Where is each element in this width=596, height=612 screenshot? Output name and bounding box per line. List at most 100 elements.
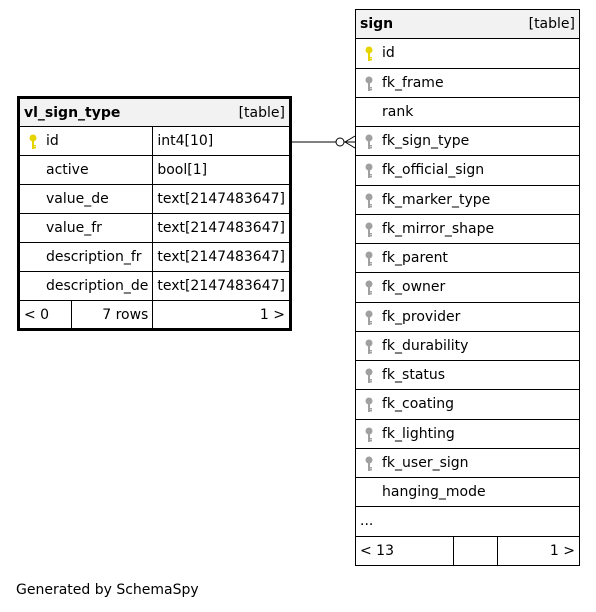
foreign-key-icon	[365, 193, 373, 208]
table-row[interactable]: fk_lighting	[355, 418, 580, 449]
column-name-text: id	[46, 133, 59, 149]
column-name: rank	[355, 96, 580, 128]
column-type: text[2147483647]	[152, 213, 291, 243]
foreign-key-icon	[365, 222, 373, 237]
foreign-key-icon	[365, 397, 373, 413]
table-row[interactable]: value_fr text[2147483647]	[17, 213, 291, 243]
column-name: fk_lighting	[355, 418, 580, 449]
more-columns: ...	[355, 506, 580, 537]
foreign-key-icon	[365, 251, 373, 266]
table-row[interactable]: fk_parent	[355, 242, 580, 274]
table-row[interactable]: fk_sign_type	[355, 125, 580, 157]
table-row[interactable]: fk_provider	[355, 301, 580, 332]
sign-table[interactable]: sign [table] id fk_frame rank fk_sign_type f…	[355, 8, 580, 566]
column-name-text: id	[382, 45, 395, 62]
row-count: 7 rows	[71, 300, 154, 330]
table-kind: [table]	[238, 104, 285, 121]
column-name: fk_mirror_shape	[355, 213, 580, 245]
table-header: vl_sign_type [table]	[18, 97, 291, 127]
column-name-text: active	[46, 162, 89, 178]
column-name: value_fr	[17, 213, 154, 243]
foreign-key-icon	[365, 310, 373, 325]
column-name: fk_status	[355, 359, 580, 391]
primary-key-icon	[365, 46, 373, 62]
table-row[interactable]: description_de text[2147483647]	[17, 271, 291, 301]
column-name: id	[17, 126, 154, 156]
more-columns-row: ...	[355, 506, 580, 537]
parents-count[interactable]: < 0	[17, 300, 73, 330]
column-name: fk_user_sign	[355, 447, 580, 479]
table-row[interactable]: fk_status	[355, 359, 580, 391]
column-name-text: fk_lighting	[382, 425, 455, 442]
column-name-text: value_fr	[46, 220, 102, 236]
column-name: hanging_mode	[355, 476, 580, 508]
foreign-key-icon	[365, 456, 373, 471]
vl-sign-type-table[interactable]: vl_sign_type [table] id int4[10] active boo…	[17, 96, 292, 331]
table-name[interactable]: sign	[360, 16, 394, 33]
column-name-text: fk_frame	[382, 74, 444, 91]
table-footer: < 0 7 rows 1 >	[17, 300, 291, 330]
table-header-cell: sign [table]	[355, 8, 580, 40]
foreign-key-icon	[365, 280, 373, 296]
table-row[interactable]: fk_durability	[355, 330, 580, 362]
table-row[interactable]: fk_user_sign	[355, 447, 580, 479]
column-name: description_de	[17, 271, 154, 301]
foreign-key-icon	[365, 368, 373, 383]
generated-by-label: Generated by SchemaSpy	[16, 582, 199, 598]
column-type: int4[10]	[152, 126, 291, 156]
table-row[interactable]: description_fr text[2147483647]	[17, 242, 291, 272]
column-name: active	[17, 155, 154, 185]
foreign-key-icon	[365, 427, 373, 442]
primary-key-icon	[29, 134, 37, 149]
column-name: fk_sign_type	[355, 125, 580, 157]
column-name: fk_marker_type	[355, 184, 580, 215]
column-name: fk_frame	[355, 67, 580, 98]
column-name-text: rank	[382, 103, 414, 120]
column-name-text: value_de	[46, 191, 109, 207]
column-name-text: fk_mirror_shape	[382, 220, 495, 237]
column-name: description_fr	[17, 242, 154, 272]
column-name: fk_parent	[355, 242, 580, 274]
parents-count[interactable]: < 13	[355, 535, 454, 566]
column-type: text[2147483647]	[152, 184, 291, 214]
column-name-text: fk_coating	[382, 396, 455, 413]
table-header: sign [table]	[355, 8, 580, 40]
table-row[interactable]: fk_official_sign	[355, 155, 580, 186]
children-count[interactable]: 1 >	[497, 535, 580, 566]
foreign-key-icon	[365, 339, 373, 354]
column-name: value_de	[17, 184, 154, 214]
column-name: fk_coating	[355, 389, 580, 420]
column-name: id	[355, 38, 580, 69]
column-name-text: fk_marker_type	[382, 191, 491, 208]
table-row[interactable]: value_de text[2147483647]	[17, 184, 291, 214]
table-row[interactable]: fk_marker_type	[355, 184, 580, 215]
column-name-text: fk_owner	[382, 279, 446, 296]
table-row[interactable]: hanging_mode	[355, 476, 580, 508]
column-name-text: fk_parent	[382, 250, 448, 267]
table-row[interactable]: fk_coating	[355, 389, 580, 420]
table-name[interactable]: vl_sign_type	[24, 104, 121, 121]
column-name-text: fk_user_sign	[382, 454, 469, 471]
table-row[interactable]: fk_mirror_shape	[355, 213, 580, 245]
column-name-text: description_de	[46, 278, 149, 294]
column-name-text: fk_status	[382, 367, 446, 384]
table-row[interactable]: active bool[1]	[17, 155, 291, 185]
column-name-text: hanging_mode	[382, 484, 486, 501]
zero-cardinality-circle	[335, 137, 345, 147]
column-type: text[2147483647]	[152, 242, 291, 272]
table-row[interactable]: fk_owner	[355, 272, 580, 303]
column-name-text: fk_provider	[382, 308, 461, 325]
column-name-text: fk_durability	[382, 337, 469, 354]
children-count[interactable]: 1 >	[152, 300, 291, 330]
table-row[interactable]: rank	[355, 96, 580, 128]
column-name-text: description_fr	[46, 249, 142, 265]
foreign-key-icon	[365, 134, 373, 149]
column-type: bool[1]	[152, 155, 291, 185]
crowfoot-upper	[344, 135, 356, 143]
table-row[interactable]: id	[355, 38, 580, 69]
table-row[interactable]: id int4[10]	[17, 126, 291, 156]
crowfoot-lower	[344, 141, 356, 149]
column-name: fk_provider	[355, 301, 580, 332]
table-row[interactable]: fk_frame	[355, 67, 580, 98]
